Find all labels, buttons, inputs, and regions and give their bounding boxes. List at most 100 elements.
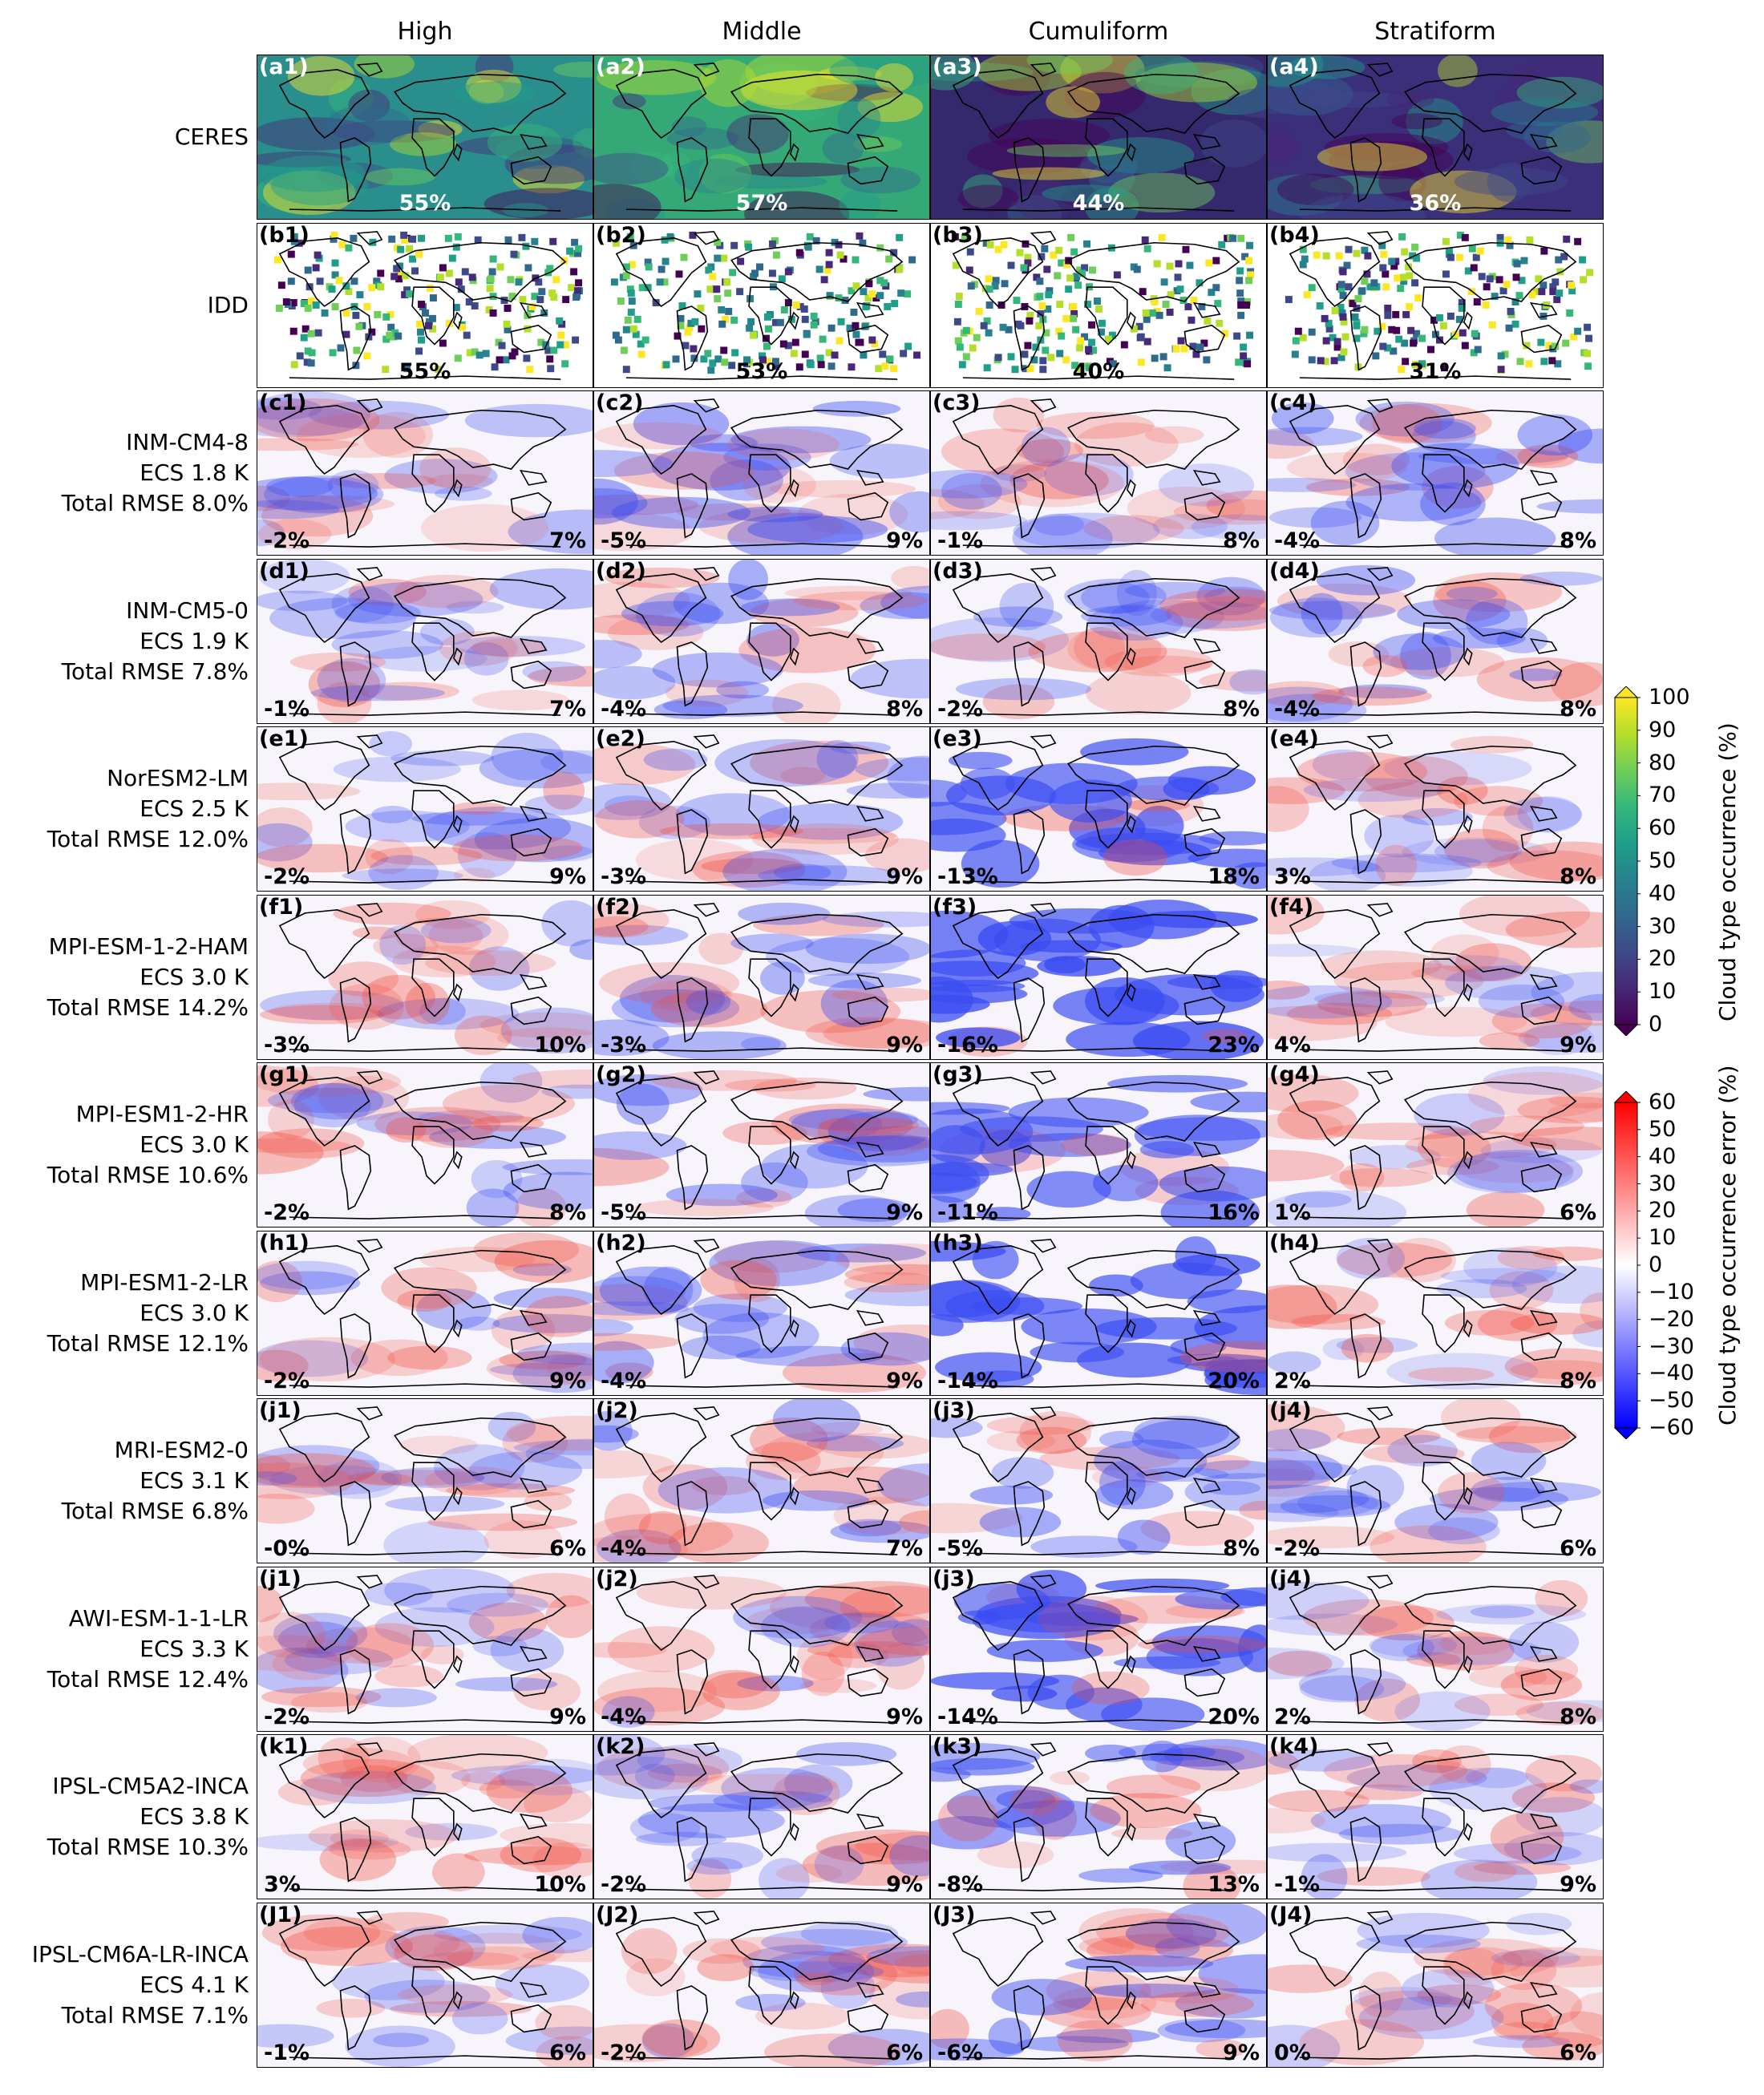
- station-cell: [537, 338, 545, 346]
- map-field: [594, 559, 929, 723]
- anomaly-blob: [1337, 1427, 1441, 1446]
- station-cell: [508, 351, 516, 359]
- station-cell: [614, 336, 622, 344]
- coastline: [676, 137, 709, 203]
- anomaly-blob: [1443, 828, 1519, 869]
- station-cell: [764, 325, 772, 333]
- station-cell: [535, 277, 543, 285]
- station-cell: [626, 233, 634, 241]
- coastline: [1422, 454, 1465, 513]
- station-cell: [546, 264, 554, 272]
- panel-rmse: 9%: [886, 1200, 923, 1225]
- coastline: [1349, 1648, 1382, 1714]
- panel-rmse: 6%: [1560, 2040, 1596, 2065]
- station-cell: [825, 261, 833, 268]
- colorbar-tick-label: 10: [1649, 979, 1677, 1005]
- anomaly-blob: [762, 1490, 870, 1511]
- map-field: [257, 55, 593, 219]
- coastline: [676, 305, 709, 370]
- panel-tag: (f3): [933, 894, 977, 920]
- station-cell: [524, 264, 532, 271]
- station-cell: [637, 350, 645, 358]
- station-cell: [694, 289, 702, 297]
- panel-rmse: 6%: [549, 2040, 586, 2065]
- field-blob: [1487, 162, 1532, 203]
- anomaly-blob: [257, 1454, 290, 1478]
- station-cell: [382, 365, 390, 373]
- station-cell: [709, 358, 717, 366]
- coastline: [1529, 301, 1558, 318]
- coastline: [952, 237, 1044, 307]
- anomaly-blob: [977, 1841, 1054, 1869]
- anomaly-blob: [257, 590, 348, 611]
- row-label: IPSL-CM6A-LR-INCA ECS 4.1 K Total RMSE 7.1…: [0, 1903, 249, 2068]
- anomaly-blob: [1438, 1632, 1511, 1655]
- coastline: [1066, 241, 1240, 302]
- station-cell: [312, 301, 320, 309]
- anomaly-blob: [1346, 1764, 1487, 1792]
- row-label-line: Total RMSE 10.3%: [47, 1834, 249, 1860]
- anomaly-blob: [844, 1272, 929, 1292]
- station-cell: [747, 317, 755, 326]
- anomaly-blob: [1558, 428, 1603, 464]
- field-blob: [354, 55, 415, 79]
- anomaly-blob: [641, 2019, 721, 2057]
- station-cell: [1142, 309, 1150, 317]
- panel-rmse: 8%: [1560, 1704, 1596, 1729]
- station-cell: [1042, 329, 1050, 337]
- anomaly-blob: [619, 974, 726, 1022]
- coastline: [1066, 913, 1240, 974]
- anomaly-blob: [741, 1162, 808, 1203]
- station-cell: [1200, 339, 1208, 346]
- anomaly-blob: [310, 684, 445, 701]
- anomaly-blob: [273, 1612, 368, 1654]
- station-cell: [1461, 233, 1469, 241]
- station-cell: [880, 278, 888, 286]
- anomaly-blob: [1523, 1021, 1595, 1055]
- station-cell: [771, 357, 779, 365]
- station-cell: [574, 286, 582, 294]
- anomaly-blob: [604, 567, 720, 588]
- anomaly-blob: [1239, 1500, 1266, 1520]
- station-cell: [1333, 338, 1341, 346]
- anomaly-blob: [1344, 1784, 1423, 1801]
- panel-mean-bias: 3%: [264, 1872, 301, 1897]
- coastline: [1126, 1822, 1136, 1842]
- station-cell: [759, 355, 767, 363]
- anomaly-blob: [876, 1643, 925, 1690]
- panel-tag: (e4): [1269, 726, 1319, 751]
- panel-rmse: 8%: [1560, 696, 1596, 722]
- anomaly-blob: [543, 771, 585, 810]
- station-cell: [730, 241, 738, 249]
- anomaly-blob: [710, 1936, 825, 1960]
- row-label-line: MPI-ESM-1-2-HAM: [48, 932, 249, 960]
- field-blob: [1026, 55, 1113, 75]
- station-cell: [759, 351, 766, 359]
- anomaly-blob: [700, 1260, 777, 1300]
- coastline: [856, 1645, 884, 1662]
- anomaly-blob: [1313, 989, 1445, 1008]
- anomaly-blob: [755, 2002, 850, 2029]
- coastline: [789, 310, 799, 330]
- station-cell: [763, 342, 771, 350]
- station-cell: [810, 312, 818, 320]
- anomaly-blob: [1008, 1133, 1131, 1157]
- anomaly-blob: [1411, 965, 1522, 981]
- map-field: [257, 1063, 593, 1227]
- anomaly-blob: [1517, 444, 1579, 469]
- anomaly-blob: [1098, 1461, 1146, 1506]
- field-blob: [483, 188, 593, 219]
- station-cell: [1584, 362, 1592, 370]
- station-cell: [904, 342, 912, 350]
- station-cell: [1159, 352, 1167, 360]
- anomaly-blob: [364, 1582, 433, 1607]
- anomaly-blob: [516, 1342, 593, 1365]
- field-blob: [1013, 180, 1075, 219]
- station-cell: [714, 238, 722, 246]
- station-cell: [342, 330, 350, 338]
- anomaly-blob: [1017, 2035, 1129, 2052]
- field-blob: [674, 158, 752, 194]
- anomaly-blob: [594, 1147, 670, 1187]
- anomaly-blob: [1080, 738, 1189, 766]
- coastline: [625, 2054, 898, 2060]
